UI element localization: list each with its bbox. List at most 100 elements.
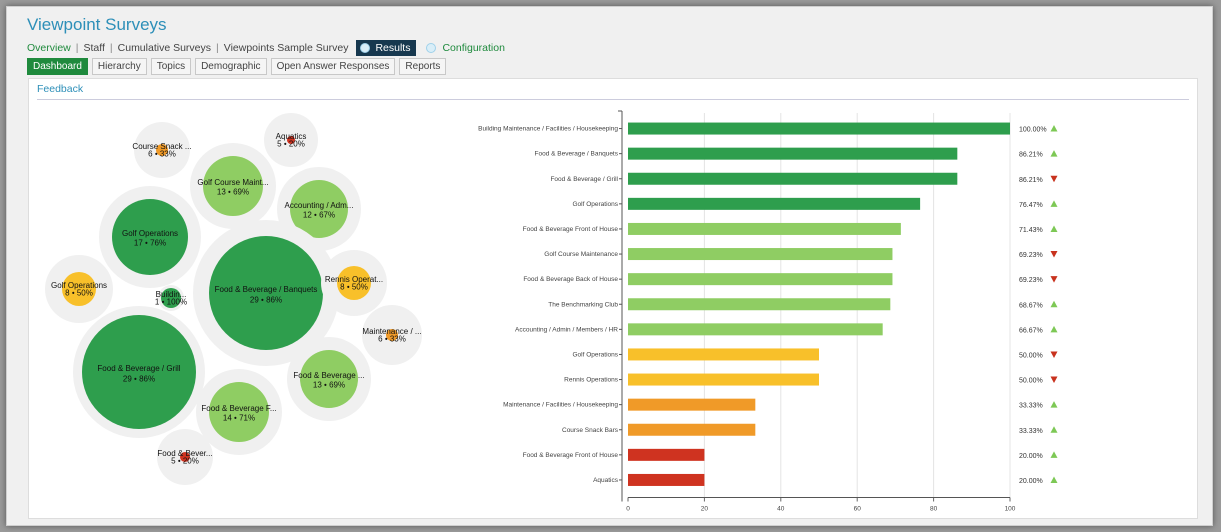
breadcrumb: Overview | Staff | Cumulative Surveys | … [27,40,505,56]
bar[interactable] [628,373,819,386]
trend-down-icon [1050,251,1058,258]
bar[interactable] [628,398,756,411]
bubble-stats: 29 • 86% [123,375,155,384]
breadcrumb-cumulative-surveys[interactable]: Cumulative Surveys [117,42,212,54]
bar-value-label: 20.00% [1019,478,1043,485]
trend-up-icon [1050,426,1058,433]
category-label: Building Maintenance / Facilities / Hous… [478,126,618,133]
bubble[interactable]: Food & Beverage / Grill 29 • 86% [73,306,205,438]
bubble-label: Aquatics [276,132,307,141]
bubble-stats: 5 • 20% [277,140,305,149]
bar[interactable] [628,122,1010,135]
category-label: Rennis Operations [564,377,619,384]
breadcrumb-sample-survey[interactable]: Viewpoints Sample Survey [223,42,349,54]
tab-demographic[interactable]: Demographic [195,58,267,75]
bar[interactable] [628,473,705,486]
trend-up-icon [1050,150,1058,157]
bubble-label: Food & Beverage / Grill [97,364,180,373]
bubble-stats: 6 • 33% [148,150,176,159]
breadcrumb-staff[interactable]: Staff [83,42,105,54]
bubble-label: Buildin... [156,290,187,299]
results-button[interactable]: Results [356,40,417,56]
bar[interactable] [628,222,901,235]
bubble-fill [290,180,348,238]
trend-up-icon [1050,125,1058,132]
bar-value-label: 100.00% [1019,127,1047,134]
tab-dashboard[interactable]: Dashboard [27,58,88,75]
configuration-link[interactable]: Configuration [426,42,505,54]
category-label: Maintenance / Facilities / Housekeeping [503,402,618,409]
tab-bar: Dashboard Hierarchy Topics Demographic O… [27,58,447,75]
bubble-label: Food & Beverage ... [293,371,364,380]
trend-up-icon [1050,401,1058,408]
tab-reports[interactable]: Reports [399,58,447,75]
category-label: Golf Operations [572,351,618,358]
bar[interactable] [628,423,756,436]
bubble-label: Maintenance / ... [362,327,421,336]
bar[interactable] [628,323,883,336]
bar[interactable] [628,172,958,185]
bubble-stats: 8 • 50% [65,289,93,298]
app-window: Viewpoint Surveys Overview | Staff | Cum… [6,6,1213,526]
bubble-fill [161,288,181,308]
bar-value-label: 33.33% [1019,428,1043,435]
configuration-label: Configuration [442,42,505,54]
globe-icon [360,43,371,53]
tab-topics[interactable]: Topics [150,58,192,75]
bubble-fill [156,144,168,156]
feedback-panel: Feedback Course Snack ... 6 • 33% Aquatics… [28,78,1198,519]
bubble-stats: 13 • 69% [217,188,249,197]
trend-up-icon [1050,225,1058,232]
bar-value-label: 76.47% [1019,202,1043,209]
trend-down-icon [1050,376,1058,384]
breadcrumb-separator: | [109,42,113,54]
trend-up-icon [1050,200,1058,207]
bubble-stats: 17 • 76% [134,239,166,248]
category-label: Food & Beverage / Grill [550,176,618,183]
bar[interactable] [628,448,705,461]
breadcrumb-overview[interactable]: Overview [27,42,71,54]
x-tick-label: 100 [1005,506,1016,513]
bubble-label: Golf Course Maint... [197,178,268,187]
bubble[interactable]: Buildin...1 • 100% [155,285,187,311]
bar-value-label: 71.43% [1019,227,1043,234]
bubble-fill [82,315,196,429]
bar-value-label: 69.23% [1019,277,1043,284]
bar[interactable] [628,273,893,286]
trend-up-icon [1050,476,1058,483]
globe-icon [426,43,437,53]
tab-hierarchy[interactable]: Hierarchy [91,58,147,75]
bar[interactable] [628,248,893,261]
bubble-fill [209,236,323,350]
bubble[interactable]: Golf Course Maint...13 • 69% [190,143,276,229]
bubble-fill [337,266,371,300]
x-tick-label: 20 [701,506,709,513]
bubble-stats: 1 • 100% [155,298,187,307]
bubble-label: Food & Beverage / Banquets [215,285,318,294]
bubble[interactable]: Food & Beverage ...13 • 69% [287,337,371,421]
bubble-stats: 29 • 86% [250,296,282,305]
bar[interactable] [628,348,819,361]
bar[interactable] [628,197,921,210]
trend-down-icon [1050,351,1058,358]
tab-open-answer-responses[interactable]: Open Answer Responses [270,58,396,75]
bar[interactable] [628,147,958,160]
bubble-fill [203,156,263,216]
panel-title: Feedback [37,83,84,95]
bubble[interactable]: Course Snack ...6 • 33% [132,122,192,178]
bubble[interactable]: Rennis Operat...8 • 50% [321,250,387,316]
category-label: Course Snack Bars [562,427,619,434]
bubble-stats: 12 • 67% [303,211,335,220]
bubble-stats: 5 • 20% [171,457,199,466]
bubble[interactable]: Food & Beverage F...14 • 71% [196,369,282,455]
bar[interactable] [628,298,891,311]
bar-value-label: 50.00% [1019,352,1043,359]
bubble[interactable]: Food & Beverage / Banquets 29 • 86% [193,220,339,366]
bubble[interactable]: Food & Bever...5 • 20% [157,429,213,485]
results-label: Results [375,42,411,54]
bubble[interactable]: Maintenance / ...6 • 33% [362,305,422,365]
